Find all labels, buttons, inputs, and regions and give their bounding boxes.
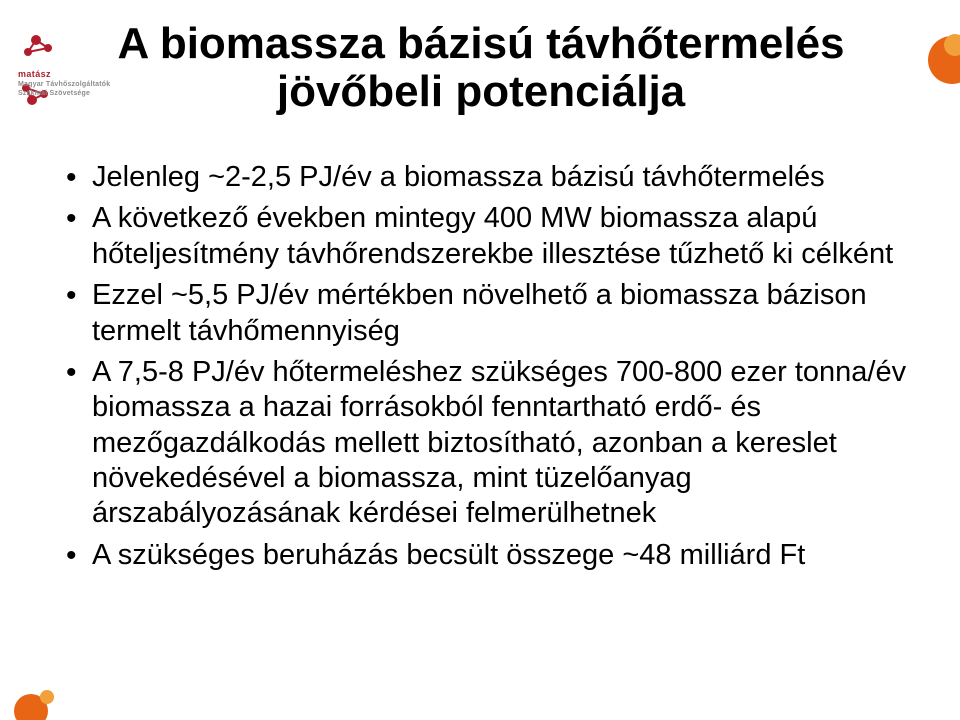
title-line-2: jövőbeli potenciálja	[277, 67, 685, 116]
bullet-text: Jelenleg ~2-2,5 PJ/év a biomassza bázisú…	[92, 161, 825, 193]
accent-dot-top-inner	[944, 34, 960, 56]
bullet-list-container: Jelenleg ~2-2,5 PJ/év a biomassza bázisú…	[66, 160, 912, 579]
list-item: A 7,5-8 PJ/év hőtermeléshez szükséges 70…	[66, 355, 912, 532]
title-line-1: A biomassza bázisú távhőtermelés	[117, 19, 844, 68]
list-item: Jelenleg ~2-2,5 PJ/év a biomassza bázisú…	[66, 160, 912, 195]
bullet-list: Jelenleg ~2-2,5 PJ/év a biomassza bázisú…	[66, 160, 912, 573]
list-item: Ezzel ~5,5 PJ/év mértékben növelhető a b…	[66, 278, 912, 349]
slide-title: A biomassza bázisú távhőtermelés jövőbel…	[42, 20, 920, 115]
bullet-text: A szükséges beruházás becsült összege ~4…	[92, 539, 805, 571]
list-item: A szükséges beruházás becsült összege ~4…	[66, 538, 912, 573]
list-item: A következő években mintegy 400 MW bioma…	[66, 201, 912, 272]
bullet-text: A 7,5-8 PJ/év hőtermeléshez szükséges 70…	[92, 356, 906, 530]
bullet-text: A következő években mintegy 400 MW bioma…	[92, 202, 893, 269]
accent-dot-bottom-2	[40, 690, 54, 704]
slide-root: matász Magyar Távhőszolgáltatók Szakmai …	[0, 0, 960, 720]
bullet-text: Ezzel ~5,5 PJ/év mértékben növelhető a b…	[92, 279, 867, 346]
